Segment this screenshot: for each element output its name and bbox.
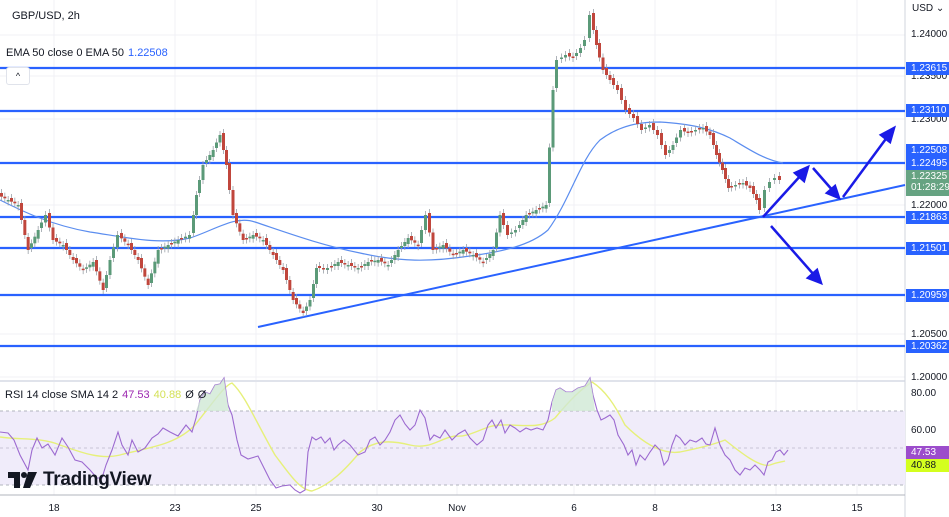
ema-legend-value: 1.22508 [128, 47, 168, 59]
ema-tag: 1.22508 [906, 144, 949, 157]
price-tick: 1.22000 [911, 200, 948, 211]
rsi-legend-value: 47.53 [122, 389, 150, 401]
rsi-value-tag: 47.53 [906, 446, 949, 459]
chevron-down-icon: ⌄ [935, 3, 945, 14]
rsi-tick: 60.00 [911, 425, 937, 436]
level-tag-1.20362: 1.20362 [906, 340, 949, 353]
rsi-legend-label: RSI 14 close SMA 14 2 [5, 389, 119, 401]
chevron-up-icon: ^ [15, 71, 21, 81]
currency-label: USD [912, 3, 934, 14]
time-tick: 25 [250, 503, 262, 514]
level-tag-1.23110: 1.23110 [906, 104, 949, 117]
rsi-legend-extra-2: Ø [197, 389, 207, 401]
currency-selector[interactable]: USD ⌄ [912, 3, 944, 14]
level-tag-1.20959: 1.20959 [906, 289, 949, 302]
symbol-title[interactable]: GBP/USD, 2h [12, 10, 80, 22]
rsi-legend-extra-1: Ø [185, 389, 194, 401]
candlesticks [0, 9, 781, 317]
rsi-sma-value-tag: 40.88 [906, 459, 949, 472]
rsi-line [0, 376, 789, 494]
rsi-legend[interactable]: RSI 14 close SMA 14 2 47.53 40.88 Ø Ø [5, 389, 206, 401]
price-tick: 1.23500 [911, 71, 948, 82]
level-tag-1.22495: 1.22495 [906, 157, 949, 170]
tradingview-logo-icon [8, 472, 37, 488]
price-tick: 1.24000 [911, 29, 948, 40]
time-tick: 18 [48, 503, 60, 514]
rsi-sma-line [0, 381, 786, 492]
ema-legend[interactable]: EMA 50 close 0 EMA 50 1.22508 [6, 47, 168, 59]
collapse-legend-button[interactable]: ^ [6, 67, 30, 85]
current-price: 1.22325 [911, 171, 948, 182]
time-tick: 8 [652, 503, 658, 514]
time-tick: 6 [571, 503, 577, 514]
time-tick: Nov [448, 503, 466, 514]
price-tick: 1.23000 [911, 114, 948, 125]
rsi-tick: 80.00 [911, 388, 937, 399]
projection-arrows[interactable] [762, 125, 897, 286]
time-tick: 23 [169, 503, 181, 514]
tradingview-logo[interactable]: TradingView [8, 469, 152, 491]
bar-countdown: 01:28:29 [911, 182, 949, 193]
current-price-tag: 1.22325 01:28:29 [906, 170, 949, 196]
level-tag-1.21501: 1.21501 [906, 242, 949, 255]
level-tag-1.23615: 1.23615 [906, 62, 949, 75]
price-tick: 1.20500 [911, 329, 948, 340]
logo-text: TradingView [43, 469, 152, 490]
ema-legend-label: EMA 50 close 0 EMA 50 [6, 47, 125, 59]
time-tick: 30 [371, 503, 383, 514]
price-tick: 1.20000 [911, 372, 948, 383]
support-resistance-levels[interactable] [0, 66, 905, 348]
ascending-trendline[interactable] [257, 184, 906, 328]
ema-50-line [0, 121, 784, 261]
time-tick: 15 [851, 503, 863, 514]
time-tick: 13 [770, 503, 782, 514]
level-tag-1.21863: 1.21863 [906, 211, 949, 224]
rsi-sma-legend-value: 40.88 [153, 389, 182, 401]
